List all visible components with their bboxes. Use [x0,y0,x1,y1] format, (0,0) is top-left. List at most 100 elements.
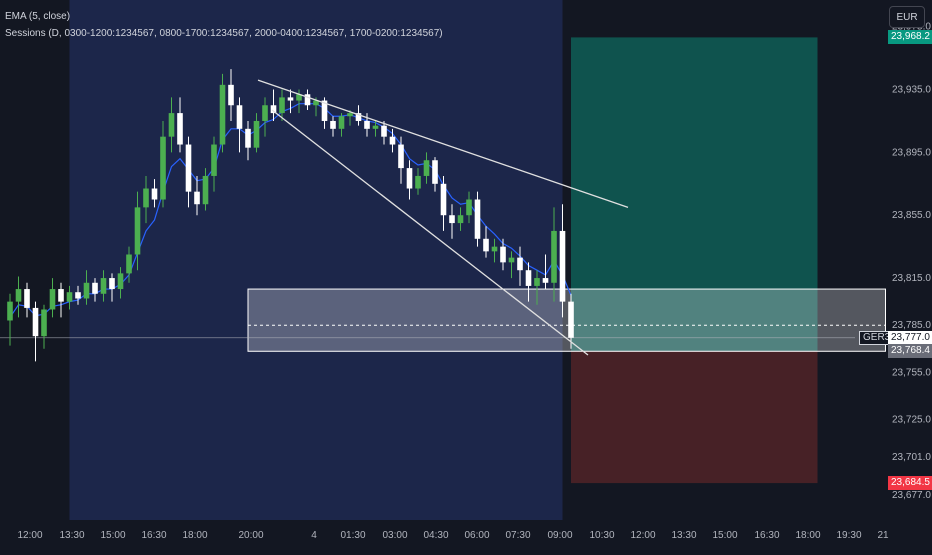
x-tick-label: 06:00 [464,530,489,541]
candle-body [219,84,226,145]
x-tick-label: 13:30 [671,530,696,541]
currency-button[interactable]: EUR [889,6,925,28]
candle-body [245,128,251,148]
candle-body [92,282,98,294]
candle-body [321,100,328,121]
target-price-tag: 23,968.2 [888,30,932,45]
candle-body [491,246,498,252]
x-tick-label: 16:30 [141,530,166,541]
candle-body [75,292,81,299]
candle-body [296,94,302,101]
candle-body [83,282,90,299]
ema-legend[interactable]: EMA (5, close) [5,11,71,22]
candle-body [389,136,396,145]
x-tick-label: 12:00 [630,530,655,541]
candle-body [525,270,532,286]
candle-body [151,188,158,200]
candle-body [568,301,574,338]
y-tick-label: 23,855.0 [892,210,931,221]
candle-body [7,301,13,321]
candle-body [32,307,39,337]
x-tick-label: 04:30 [423,530,448,541]
candle-body [474,199,481,239]
y-tick-label: 23,785.0 [892,320,931,331]
candle-body [24,289,30,308]
candle-body [177,113,183,145]
candle-body [253,120,260,148]
session-band [69,0,563,520]
candle-body [508,257,515,263]
candle-body [449,215,455,224]
entry-price-tag: 23,768.4 [888,344,932,359]
candle-body [262,105,268,121]
price-zone[interactable] [247,288,886,352]
x-tick-label: 21 [877,530,889,541]
loss-zone[interactable] [571,351,818,484]
candle-body [347,113,353,117]
candle-body [551,230,557,283]
y-tick-label: 23,701.0 [892,452,931,463]
candle-body [49,289,56,310]
x-tick-label: 07:30 [505,530,530,541]
candle-body [211,144,217,176]
candle-body [143,188,149,208]
candle-body [270,105,277,114]
x-tick-label: 15:00 [100,530,125,541]
candle-body [100,278,107,294]
candle-body [355,113,362,121]
candle-body [194,191,200,205]
y-tick-label: 23,935.0 [892,85,931,96]
stop-price-tag: 23,684.5 [888,476,932,491]
x-tick-label: 03:00 [382,530,407,541]
candle-body [15,289,22,302]
y-tick-label: 23,895.0 [892,147,931,158]
x-tick-label: 19:30 [836,530,861,541]
candle-body [330,120,336,129]
candle-body [168,113,175,137]
candle-body [457,215,464,224]
candle-body [338,116,345,129]
candle-body [534,278,540,286]
candle-body [313,100,319,106]
y-tick-label: 23,677.0 [892,490,931,501]
candle-body [58,289,64,302]
x-tick-label: 16:30 [754,530,779,541]
x-tick-label: 4 [311,530,317,541]
candle-body [202,175,209,205]
candle-body [66,292,73,302]
candle-body [440,183,447,216]
candle-body [372,125,379,129]
upper-trend-line[interactable] [257,79,629,208]
candle-body [423,160,430,176]
candle-body [398,144,404,169]
candle-body [500,246,506,263]
x-tick-label: 01:30 [340,530,365,541]
candle-body [559,230,566,302]
candle-body [381,125,387,137]
candle-body [185,144,192,192]
x-tick-label: 12:00 [17,530,42,541]
y-tick-label: 23,755.0 [892,367,931,378]
x-tick-label: 09:00 [547,530,572,541]
x-tick-label: 20:00 [238,530,263,541]
candle-body [41,309,47,337]
candle-body [236,105,243,129]
lower-trend-line[interactable] [271,109,589,356]
x-tick-label: 18:00 [795,530,820,541]
candle-body [542,278,549,283]
profit-zone[interactable] [571,37,818,352]
last-price-tag: 23,777.0 [888,330,932,345]
x-tick-label: 18:00 [182,530,207,541]
candle-body [287,97,294,101]
y-tick-label: 23,815.0 [892,273,931,284]
candle-body [415,175,421,189]
sessions-legend[interactable]: Sessions (D, 0300-1200:1234567, 0800-170… [5,28,443,39]
x-tick-label: 10:30 [589,530,614,541]
candle-body [432,160,438,184]
candle-body [406,168,413,189]
candle-body [160,136,166,200]
candle-body [109,278,115,290]
candle-body [134,207,141,255]
